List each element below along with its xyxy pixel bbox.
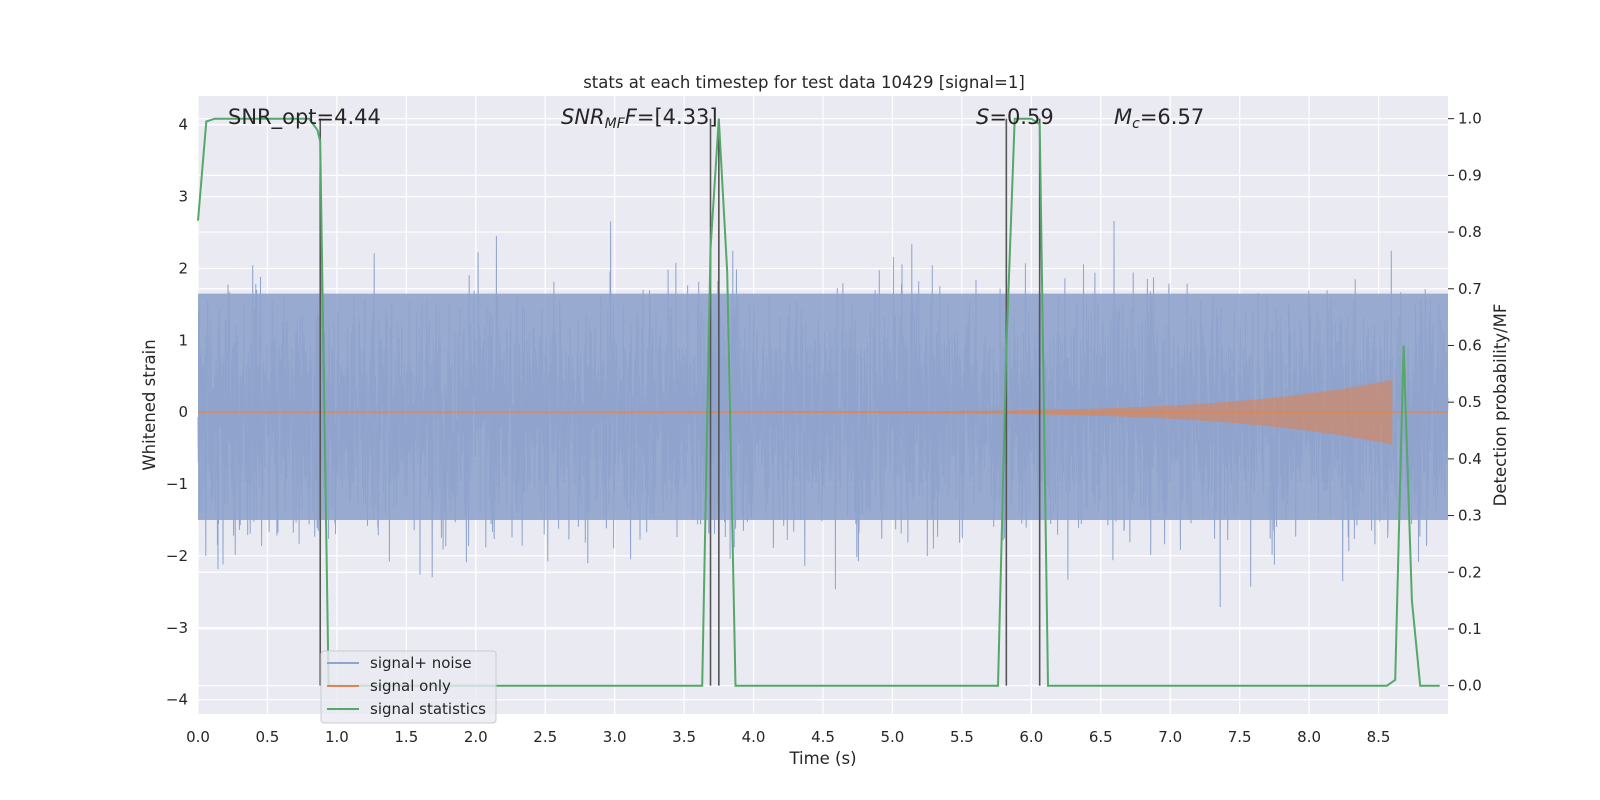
- annotation-snr-mf-f: F: [625, 105, 638, 129]
- y-right-tick-9: 0.9: [1458, 166, 1482, 184]
- x-tick-16: 8.0: [1297, 728, 1321, 746]
- x-axis-ticks: 0.0 0.5 1.0 1.5 2.0 2.5 3.0 3.5 4.0 4.5 5.0 5.5 6.0 6…: [186, 728, 1390, 746]
- annotation-mc-value: =6.57: [1140, 105, 1204, 129]
- y-left-tick-8: 4: [178, 116, 188, 134]
- x-tick-2: 1.0: [325, 728, 349, 746]
- x-tick-12: 6.0: [1019, 728, 1043, 746]
- y-right-tick-1: 0.1: [1458, 620, 1482, 638]
- annotation-mc-sub: c: [1132, 116, 1140, 132]
- x-tick-9: 4.5: [811, 728, 835, 746]
- x-tick-5: 2.5: [533, 728, 557, 746]
- stats-line: [197, 117, 1440, 687]
- y-left-tick-7: 3: [178, 188, 188, 206]
- annotation-s-value: =0.59: [989, 105, 1053, 129]
- y-axis-left-ticks: −4 −3 −2 −1 0 1 2 3 4: [166, 116, 188, 709]
- noise-trace: [197, 220, 1449, 608]
- annotation-snr-opt: SNR_opt=4.44: [228, 105, 381, 130]
- y-right-tick-5: 0.5: [1458, 393, 1482, 411]
- y-right-tick-0: 0.0: [1458, 677, 1482, 695]
- series-signal-statistics: [197, 117, 1440, 687]
- x-tick-14: 7.0: [1158, 728, 1182, 746]
- series-signal-only: [198, 379, 1448, 445]
- y-left-tick-4: 0: [178, 403, 188, 421]
- x-tick-17: 8.5: [1367, 728, 1391, 746]
- y-right-tick-3: 0.3: [1458, 507, 1482, 525]
- x-tick-10: 5.0: [881, 728, 905, 746]
- y-left-tick-2: −2: [166, 547, 188, 565]
- y-left-tick-0: −4: [166, 691, 188, 709]
- annotation-snr-mf-main: SNR: [561, 105, 605, 129]
- y-left-tick-1: −3: [166, 619, 188, 637]
- annotation-snr-mf: SNRMFF=[4.33]: [561, 105, 718, 132]
- x-tick-7: 3.5: [672, 728, 696, 746]
- x-tick-6: 3.0: [603, 728, 627, 746]
- annotation-mc: Mc=6.57: [1114, 105, 1204, 132]
- y-right-tick-4: 0.4: [1458, 450, 1482, 468]
- annotation-s-main: S: [976, 105, 989, 129]
- x-tick-13: 6.5: [1089, 728, 1113, 746]
- x-tick-0: 0.0: [186, 728, 210, 746]
- y-left-tick-5: 1: [178, 331, 188, 349]
- x-tick-11: 5.5: [950, 728, 974, 746]
- legend-box: [320, 650, 497, 724]
- y-left-tick-6: 2: [178, 259, 188, 277]
- annotation-snr-mf-sub: MF: [605, 116, 626, 132]
- detection-markers: [319, 118, 1041, 686]
- annotation-s: S=0.59: [976, 105, 1054, 129]
- y-left-tick-3: −1: [166, 475, 188, 493]
- x-tick-15: 7.5: [1228, 728, 1252, 746]
- legend-label-signal: signal only: [370, 677, 451, 695]
- y-right-tick-7: 0.7: [1458, 280, 1482, 298]
- annotation-snr-mf-value: =[4.33]: [637, 105, 718, 129]
- y-axis-right-label: Detection probability/MF: [1491, 304, 1510, 507]
- legend-label-noise: signal+ noise: [370, 654, 472, 672]
- x-axis-label: Time (s): [788, 749, 856, 768]
- legend-label-stats: signal statistics: [370, 700, 486, 718]
- x-tick-1: 0.5: [256, 728, 280, 746]
- x-tick-3: 1.5: [394, 728, 418, 746]
- y-axis-left-label: Whitened strain: [140, 339, 159, 470]
- y-right-tick-6: 0.6: [1458, 336, 1482, 354]
- y-right-tick-8: 0.8: [1458, 223, 1482, 241]
- y-right-tick-10: 1.0: [1458, 110, 1482, 128]
- x-tick-4: 2.0: [464, 728, 488, 746]
- y-axis-right-ticks: 0.0 0.1 0.2 0.3 0.4 0.5 0.6 0.7 0.8 0.9 1.0: [1448, 110, 1482, 695]
- annotation-mc-main: M: [1114, 105, 1132, 129]
- legend: signal+ noise signal only signal statist…: [320, 650, 497, 724]
- chart-title: stats at each timestep for test data 104…: [583, 73, 1025, 92]
- x-tick-8: 4.0: [742, 728, 766, 746]
- y-right-tick-2: 0.2: [1458, 563, 1482, 581]
